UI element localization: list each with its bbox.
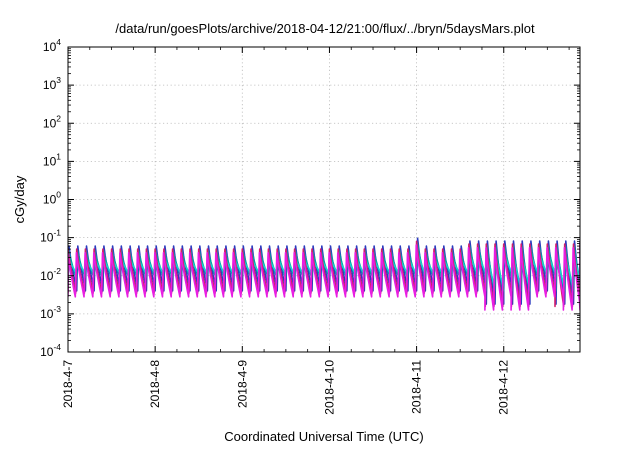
y-tick-label: 10-2: [40, 266, 61, 283]
x-tick-label: 2018-4-10: [322, 360, 336, 415]
y-tick-label: 101: [43, 151, 61, 168]
x-tick-label: 2018-4-12: [497, 360, 511, 415]
x-tick-label: 2018-4-8: [148, 360, 162, 408]
y-tick-label: 10-4: [40, 342, 61, 359]
x-axis: 2018-4-7 2018-4-8 2018-4-9 2018-4-10 2018-4-…: [61, 47, 570, 415]
y-tick-label: 102: [43, 113, 61, 130]
y-tick-label: 104: [43, 37, 61, 54]
x-tick-label: 2018-4-7: [61, 360, 75, 408]
y-tick-label: 103: [43, 75, 61, 92]
x-axis-label: Coordinated Universal Time (UTC): [224, 429, 423, 444]
y-tick-label: 100: [43, 190, 61, 207]
y-tick-label: 10-1: [40, 228, 61, 245]
y-axis: 104 103 102 101 100 10-1 10-2 10-3 10-4: [40, 37, 580, 359]
x-tick-label: 2018-4-11: [410, 360, 424, 414]
chart-title: /data/run/goesPlots/archive/2018-04-12/2…: [115, 21, 535, 36]
data-series: [68, 237, 580, 311]
series-line-5: [68, 244, 580, 311]
x-tick-label: 2018-4-9: [235, 360, 249, 408]
y-tick-label: 10-3: [40, 304, 61, 321]
series-line-4: [68, 240, 580, 308]
y-axis-label: cGy/day: [12, 175, 27, 223]
